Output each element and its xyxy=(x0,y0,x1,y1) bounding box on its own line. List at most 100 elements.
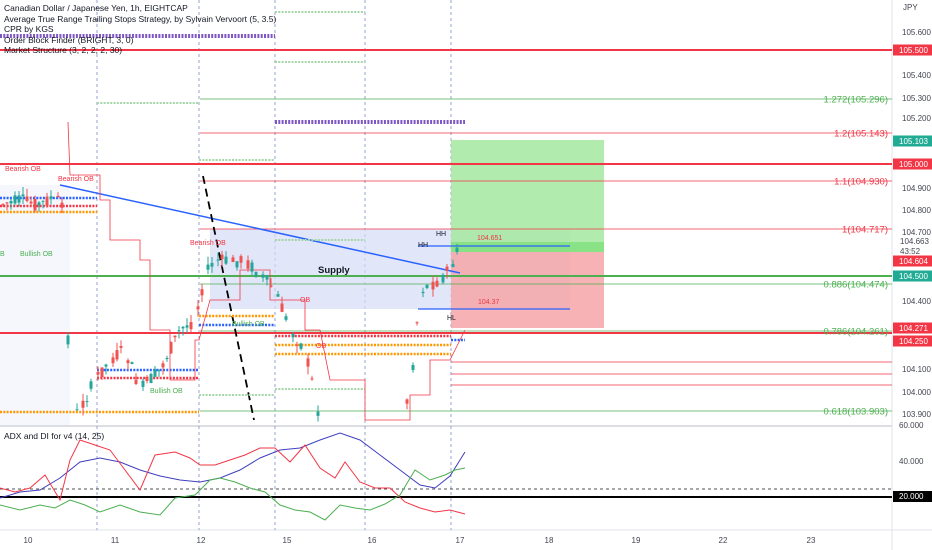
trend-line[interactable] xyxy=(59,184,461,274)
hh-label-1: HH xyxy=(436,231,446,238)
candle-body xyxy=(161,363,165,368)
candle-body xyxy=(200,289,204,296)
price-axis[interactable]: 105.600 105.400 105.300 105.200 104.900 104.8… xyxy=(902,28,931,419)
candle-body xyxy=(49,196,53,200)
price-tick: 103.900 xyxy=(902,410,931,419)
candle-body xyxy=(220,254,224,260)
candle-body xyxy=(421,291,425,294)
candle-body xyxy=(310,378,314,380)
candle-body xyxy=(405,399,409,404)
candle-body xyxy=(295,344,299,346)
candle-body xyxy=(181,326,185,329)
candle-body xyxy=(104,364,108,367)
price-tag: 104.271 xyxy=(899,324,928,333)
bullish-ob-label-3: Bullish OB xyxy=(150,388,183,395)
fib-label: 1(104.717) xyxy=(842,225,888,236)
candle-body xyxy=(145,376,149,381)
price-tick: 104.400 xyxy=(902,297,931,306)
price-tag-bg xyxy=(893,158,932,170)
price-tick: 105.600 xyxy=(902,28,931,37)
adx-line xyxy=(0,432,466,499)
candle-body xyxy=(196,306,200,310)
indicator-obf[interactable]: Order Block Finder (BRIGHT, 3, 0) xyxy=(4,34,134,45)
candle-body xyxy=(254,271,258,277)
price-tick: 104.700 xyxy=(902,228,931,237)
time-tick: 16 xyxy=(368,536,377,545)
candle-body xyxy=(284,316,288,320)
indicator-atr[interactable]: Average True Range Trailing Stops Strate… xyxy=(4,13,277,24)
candle-body xyxy=(185,325,189,328)
candle-body xyxy=(216,259,220,261)
projection-line xyxy=(202,175,255,421)
ob-label-1: OB xyxy=(300,297,310,304)
bearish-ob-label-3: Bearish OB xyxy=(190,240,226,247)
loss-zone[interactable] xyxy=(451,252,604,328)
legend: Canadian Dollar / Japanese Yen, 1h, EIGH… xyxy=(4,3,276,56)
candle-body xyxy=(17,195,21,203)
candle-body xyxy=(149,373,153,384)
indicator-ms[interactable]: Market Structure (3, 2, 2, 2, 30) xyxy=(4,45,123,55)
candle-body xyxy=(235,261,239,268)
candle-body xyxy=(5,202,9,204)
fib-label: 1.1(104.930) xyxy=(834,177,888,188)
candle-body xyxy=(415,322,419,324)
price-tag-bg xyxy=(893,135,932,147)
candle-body xyxy=(119,346,123,348)
time-tick: 10 xyxy=(24,536,33,545)
candle-body xyxy=(231,257,235,262)
time-tick: 11 xyxy=(111,536,120,545)
ob-label-2: OB xyxy=(316,343,326,350)
fib-label: 0.886(104.474) xyxy=(824,280,888,291)
candle-body xyxy=(66,335,70,345)
zone-left xyxy=(0,185,70,425)
price-tag-bg xyxy=(893,322,932,334)
candle-body xyxy=(41,200,45,202)
candle-body xyxy=(169,342,173,354)
hl-label: HL xyxy=(447,315,456,322)
indicator-cpr[interactable]: CPR by KGS xyxy=(4,24,54,34)
price-tag: 105.103 xyxy=(899,137,928,146)
candle-body xyxy=(265,275,269,280)
adx-title[interactable]: ADX and DI for v4 (14, 25) xyxy=(4,431,105,441)
candle-body xyxy=(316,411,320,416)
candle-body xyxy=(75,409,79,411)
time-tick: 19 xyxy=(632,536,641,545)
candle-body xyxy=(9,201,13,204)
candle-body xyxy=(280,303,284,312)
candle-body xyxy=(455,247,459,252)
candle-body xyxy=(441,274,445,283)
time-tick: 18 xyxy=(545,536,554,545)
candles[interactable] xyxy=(1,186,459,422)
time-tick: 17 xyxy=(456,536,465,545)
fib-label: 1.272(105.296) xyxy=(824,95,888,106)
price-tag-bg xyxy=(893,255,932,267)
adx-pane[interactable] xyxy=(0,427,892,530)
price-tag: 105.500 xyxy=(899,46,928,55)
candle-body xyxy=(111,357,115,364)
candle-body xyxy=(210,262,214,267)
time-axis[interactable]: 10 11 12 15 16 17 18 19 22 23 xyxy=(24,536,816,545)
candle-body xyxy=(141,380,145,387)
price-tag-bg xyxy=(893,44,932,56)
candle-body xyxy=(85,401,89,403)
candle-body xyxy=(130,362,134,365)
price-tick: 105.400 xyxy=(902,71,931,80)
bullish-ob-label-2: Bullish OB xyxy=(232,321,265,328)
candle-body xyxy=(246,260,250,269)
symbol-title[interactable]: Canadian Dollar / Japanese Yen, 1h, EIGH… xyxy=(4,3,188,13)
time-tick: 23 xyxy=(807,536,816,545)
profit-zone[interactable] xyxy=(451,140,604,252)
price-tick: 105.200 xyxy=(902,114,931,123)
candle-body xyxy=(224,256,228,264)
currency-label: JPY xyxy=(903,3,918,12)
candle-body xyxy=(206,264,210,270)
candle-body xyxy=(177,330,181,332)
bullish-ob-label-4: Bullish OB xyxy=(0,251,5,258)
candle-body xyxy=(411,365,415,370)
price-tick: 104.100 xyxy=(902,365,931,374)
price-tag: 104.604 xyxy=(899,257,928,266)
fib-label: 0.786(104.261) xyxy=(824,327,888,338)
bearish-ob-label-2: Bearish OB xyxy=(58,176,94,183)
price-pane[interactable] xyxy=(0,0,892,425)
